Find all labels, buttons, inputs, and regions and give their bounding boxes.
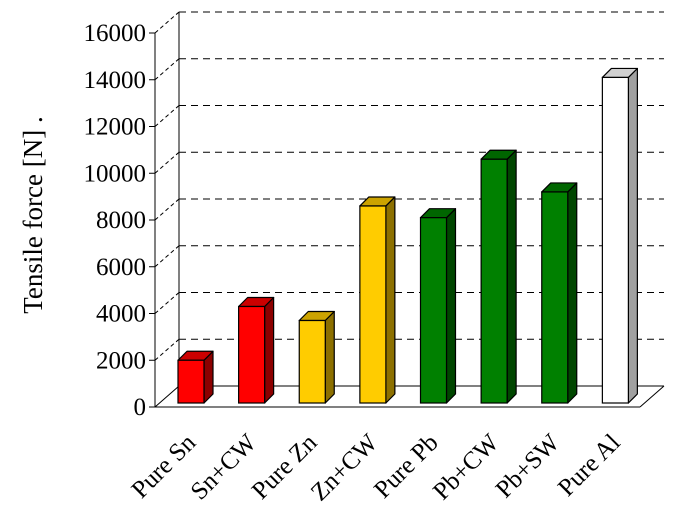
y-depth-tick	[154, 292, 180, 314]
y-depth-tick	[154, 385, 180, 408]
y-depth-tick	[154, 58, 180, 81]
y-tick-label: 12000	[84, 114, 147, 141]
bar	[480, 149, 517, 404]
y-axis: 0 2000 4000 6000 8000 10000 12000 14000 16000	[84, 11, 180, 421]
y-tick-label: 4000	[96, 301, 146, 328]
category-label: Pure Sn	[127, 429, 202, 504]
bar	[177, 350, 214, 404]
y-tick-label: 10000	[84, 160, 147, 187]
bar	[601, 67, 638, 404]
bar	[238, 296, 275, 404]
bar	[359, 196, 396, 404]
y-depth-tick	[154, 338, 180, 361]
y-depth-tick	[154, 198, 180, 221]
bar	[541, 182, 578, 404]
category-label: Zn+CW	[306, 429, 383, 506]
category-label: Pb+CW	[428, 429, 504, 505]
category-label: Pure Pb	[369, 429, 444, 504]
y-tick-label: 0	[134, 394, 147, 421]
y-axis-label: Tensile force [N] .	[18, 116, 48, 314]
y-depth-tick	[154, 105, 180, 127]
category-label: Pure Al	[553, 429, 626, 502]
y-tick-label: 16000	[84, 20, 147, 47]
bar	[298, 310, 335, 404]
chart-floor	[155, 385, 665, 408]
y-tick-label: 6000	[96, 254, 146, 281]
y-tick-label: 14000	[84, 67, 147, 94]
y-tick-label: 2000	[96, 347, 146, 374]
category-label: Pb+SW	[491, 429, 566, 504]
y-depth-tick	[154, 245, 180, 268]
y-tick-label: 8000	[96, 207, 146, 234]
bar	[419, 208, 457, 404]
y-depth-tick	[154, 151, 180, 174]
y-depth-tick	[154, 11, 180, 34]
bars	[177, 67, 638, 404]
category-label: Sn+CW	[186, 429, 262, 505]
